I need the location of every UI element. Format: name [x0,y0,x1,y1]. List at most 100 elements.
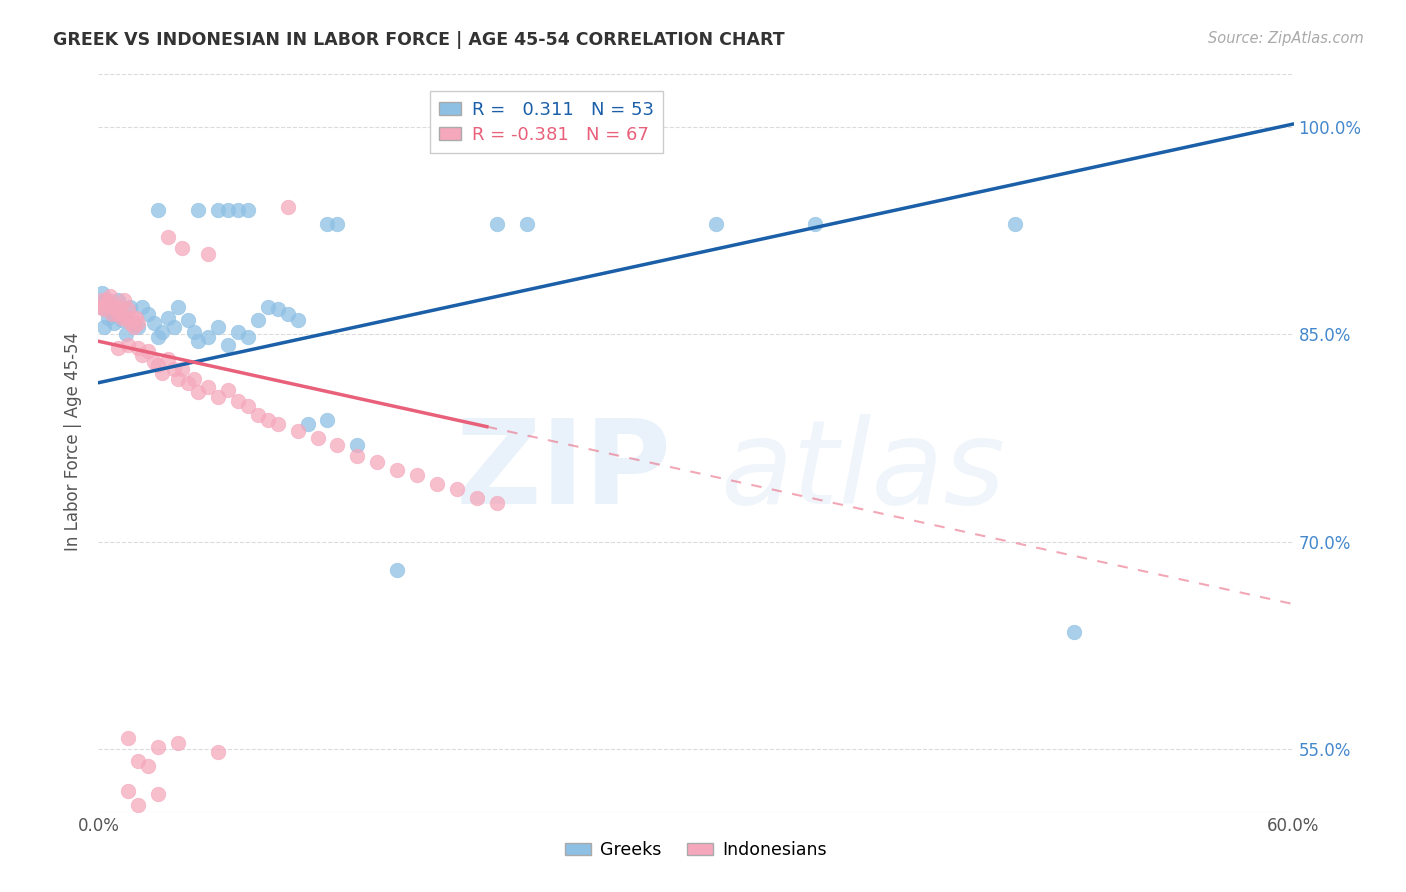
Point [107,306,129,320]
Point [307,431,329,445]
Point [385,563,409,577]
Point [316,413,339,427]
Text: Source: ZipAtlas.com: Source: ZipAtlas.com [1208,31,1364,46]
Point [91,293,114,307]
Point [120,316,142,330]
Point [117,731,139,746]
Point [127,754,149,768]
Point [148,330,170,344]
Point [485,496,508,510]
Point [89,300,111,314]
Point [277,306,299,320]
Point [236,202,259,217]
Point [485,217,508,231]
Point [207,745,229,759]
Point [187,202,209,217]
Point [1004,217,1026,231]
Point [217,202,239,217]
Text: ZIP: ZIP [456,414,672,529]
Point [117,784,139,798]
Point [143,355,166,369]
Point [136,306,159,320]
Point [127,316,149,330]
Point [197,247,219,261]
Point [150,325,173,339]
Point [115,327,138,342]
Point [267,417,290,432]
Point [103,316,125,330]
Point [148,202,170,217]
Point [183,325,205,339]
Point [516,217,538,231]
Point [127,797,149,812]
Point [136,343,159,358]
Point [183,371,205,385]
Point [226,202,249,217]
Point [1063,624,1085,639]
Point [297,417,319,432]
Point [236,399,259,413]
Point [93,302,115,317]
Point [105,302,128,317]
Point [267,302,290,317]
Point [97,310,120,325]
Point [117,338,139,352]
Point [157,310,180,325]
Point [226,325,249,339]
Point [167,300,190,314]
Point [246,313,269,327]
Point [124,320,146,334]
Point [136,759,159,773]
Point [131,300,153,314]
Point [446,483,468,497]
Point [287,424,309,438]
Point [115,310,138,325]
Point [157,230,180,244]
Point [172,362,194,376]
Point [187,334,209,349]
Point [89,300,111,314]
Point [704,217,727,231]
Point [226,393,249,408]
Point [426,476,449,491]
Point [385,463,409,477]
Point [163,320,186,334]
Point [148,787,170,801]
Point [207,202,229,217]
Point [111,313,134,327]
Point [98,300,122,314]
Point [197,330,219,344]
Point [346,449,368,463]
Point [804,217,827,231]
Point [98,288,122,302]
Point [326,217,349,231]
Point [121,310,143,325]
Point [277,200,299,214]
Point [157,352,180,367]
Point [465,491,488,505]
Point [197,380,219,394]
Point [256,300,278,314]
Point [110,300,132,314]
Point [246,408,269,422]
Point [124,316,146,330]
Point [103,300,125,314]
Point [101,306,124,320]
Text: atlas: atlas [720,414,1005,528]
Point [172,242,194,256]
Y-axis label: In Labor Force | Age 45-54: In Labor Force | Age 45-54 [65,332,83,551]
Point [143,316,166,330]
Point [97,293,120,307]
Point [107,341,129,355]
Point [111,310,134,325]
Point [120,300,142,314]
Point [217,338,239,352]
Point [177,376,200,390]
Point [93,320,115,334]
Point [167,371,190,385]
Legend: Greeks, Indonesians: Greeks, Indonesians [558,834,834,866]
Point [125,310,148,325]
Point [287,313,309,327]
Point [256,413,278,427]
Point [96,297,118,311]
